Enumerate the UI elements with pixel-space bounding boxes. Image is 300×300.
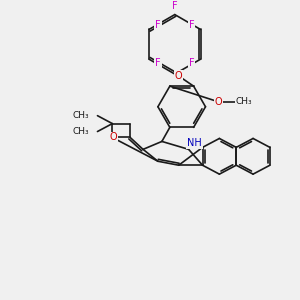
Text: F: F — [189, 20, 194, 31]
Text: O: O — [175, 71, 183, 81]
Text: O: O — [214, 97, 222, 107]
Text: O: O — [110, 133, 117, 142]
Text: F: F — [155, 58, 161, 68]
Text: CH₃: CH₃ — [236, 97, 253, 106]
Text: CH₃: CH₃ — [73, 111, 89, 120]
Text: CH₃: CH₃ — [73, 127, 89, 136]
Text: F: F — [155, 20, 161, 31]
Text: F: F — [189, 58, 194, 68]
Text: F: F — [172, 1, 178, 11]
Text: NH: NH — [187, 138, 202, 148]
